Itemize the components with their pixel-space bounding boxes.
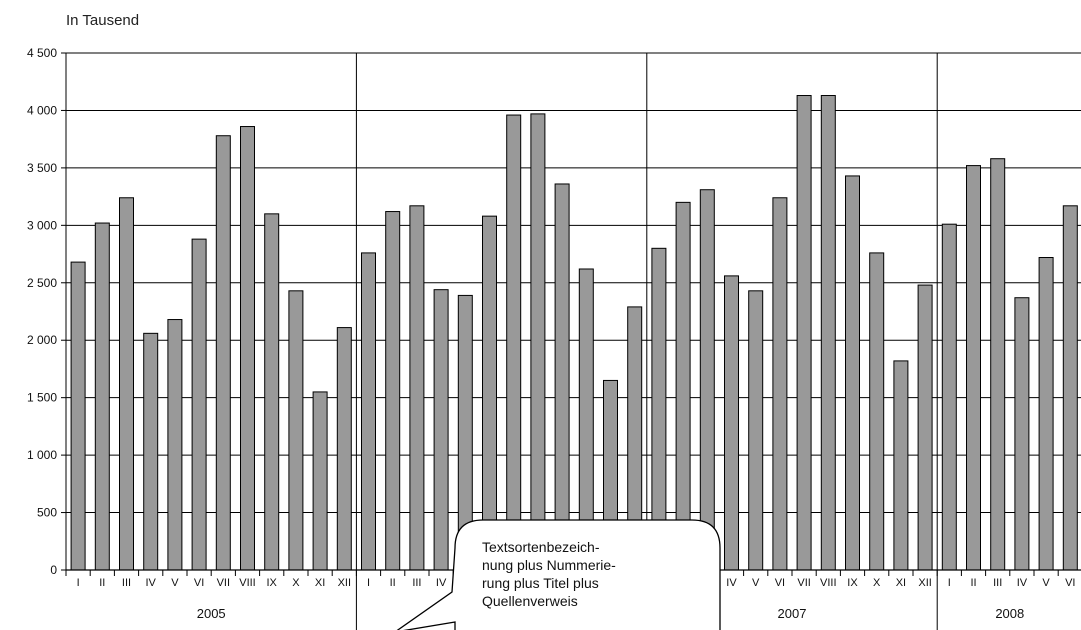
month-label: IV (726, 577, 737, 589)
month-label: XII (918, 577, 931, 589)
bar (385, 211, 401, 571)
callout-line: Textsortenbezeich- (482, 539, 600, 555)
y-tick-label: 2 000 (27, 333, 57, 347)
grid-lines (66, 52, 1081, 571)
month-label: IV (436, 577, 447, 589)
month-label: IX (847, 577, 858, 589)
bar (1014, 297, 1030, 571)
y-axis-labels: 0 500 1 000 1 500 2 000 2 500 3 000 3 500 4 000 4… (27, 46, 57, 577)
bar (482, 215, 497, 571)
y-tick-label: 2 500 (27, 276, 57, 290)
month-label: I (948, 577, 951, 589)
month-label: VI (775, 577, 785, 589)
month-label: II (390, 577, 396, 589)
month-label: IV (145, 577, 156, 589)
bar (167, 319, 183, 571)
bar (119, 197, 134, 571)
bar (990, 158, 1006, 571)
bars (70, 95, 1078, 571)
y-tick-label: 3 000 (27, 218, 57, 232)
month-label: IV (1017, 577, 1028, 589)
month-label: XI (896, 577, 906, 589)
bar (70, 261, 86, 571)
year-label: 2007 (778, 606, 807, 621)
month-label: III (122, 577, 131, 589)
y-tick-label: 4 000 (27, 103, 57, 117)
bar (215, 135, 231, 571)
bar (409, 205, 425, 571)
y-tick-label: 1 000 (27, 448, 57, 462)
year-label: 2008 (995, 606, 1024, 621)
annotation-callout: Textsortenbezeich-nung plus Nummerie-run… (396, 519, 721, 630)
y-tick-label: 500 (37, 506, 57, 520)
month-label: VI (194, 577, 204, 589)
month-label: XI (315, 577, 325, 589)
bar (917, 284, 933, 571)
month-label: VIII (820, 577, 837, 589)
bar (240, 126, 255, 571)
bar (820, 95, 836, 571)
bar (143, 332, 159, 571)
bar (554, 183, 570, 571)
bar (312, 391, 328, 571)
bar (530, 113, 546, 571)
month-label: II (99, 577, 105, 589)
bar (893, 360, 909, 571)
month-label: II (970, 577, 976, 589)
callout-text: Textsortenbezeich-nung plus Nummerie-run… (482, 539, 616, 609)
bar (772, 197, 788, 571)
bar (941, 223, 957, 571)
bar (264, 213, 280, 571)
month-label: I (367, 577, 370, 589)
callout-line: nung plus Nummerie- (482, 557, 616, 573)
bar (506, 114, 522, 571)
month-label: V (171, 577, 179, 589)
month-label: VI (1065, 577, 1075, 589)
month-label: IX (266, 577, 277, 589)
month-label: X (873, 577, 881, 589)
callout-line: Quellenverweis (482, 593, 578, 609)
bar (361, 252, 376, 571)
month-label: V (1042, 577, 1050, 589)
y-tick-label: 1 500 (27, 391, 57, 405)
bar (288, 290, 304, 571)
bar (724, 275, 739, 571)
month-label: X (292, 577, 300, 589)
bar (966, 165, 981, 571)
bar (336, 327, 352, 571)
month-label: XII (338, 577, 351, 589)
bar (94, 222, 110, 571)
y-tick-label: 4 500 (27, 46, 57, 60)
month-label: I (77, 577, 80, 589)
bar (796, 95, 812, 571)
month-label: VII (797, 577, 810, 589)
month-label: VII (217, 577, 230, 589)
bar (1038, 257, 1054, 571)
year-label: 2005 (197, 606, 226, 621)
bar (845, 175, 860, 571)
callout-bubble (396, 519, 721, 630)
month-label: III (412, 577, 421, 589)
bar (869, 252, 885, 571)
y-tick-label: 3 500 (27, 161, 57, 175)
callout-line: rung plus Titel plus (482, 575, 599, 591)
month-label: III (993, 577, 1002, 589)
bar (748, 290, 764, 571)
bar (191, 238, 207, 571)
bar (675, 201, 691, 571)
y-axis-unit-label: In Tausend (66, 12, 139, 29)
y-tick-label: 0 (50, 563, 57, 577)
bar (699, 189, 715, 571)
month-label: VIII (239, 577, 256, 589)
month-label: V (752, 577, 760, 589)
bar (433, 289, 449, 571)
bar (1062, 205, 1078, 571)
